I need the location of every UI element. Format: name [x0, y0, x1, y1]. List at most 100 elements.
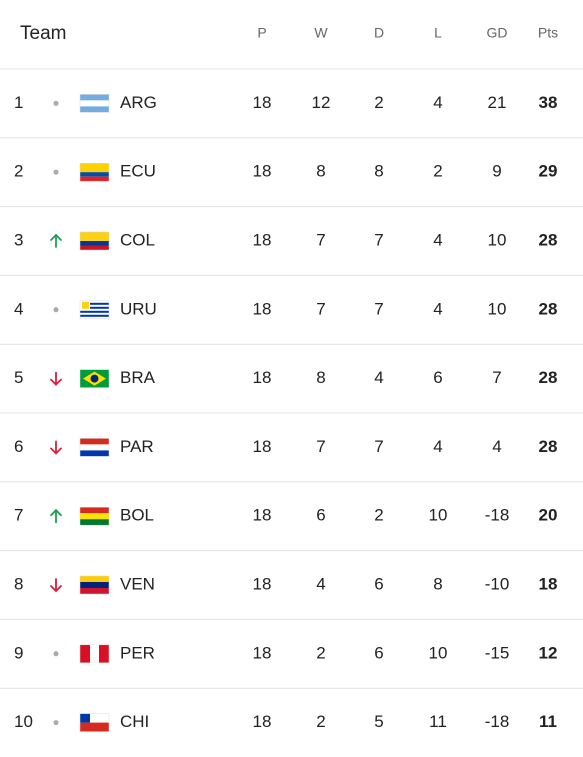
stat: 7: [374, 437, 383, 456]
stat: 11: [429, 712, 447, 731]
points: 28: [539, 368, 558, 387]
flag-border: [79, 575, 110, 595]
flag-part: [80, 241, 109, 246]
stat: 7: [316, 437, 325, 456]
flag: [79, 644, 110, 664]
flag-part: [80, 314, 109, 317]
arrow-head: [50, 508, 62, 517]
stat: 9: [492, 162, 501, 181]
flag-part: [80, 644, 90, 663]
stat: 4: [492, 437, 501, 456]
team-name: COL: [120, 230, 155, 249]
flag: [79, 369, 110, 388]
flag-border: [79, 644, 110, 664]
trend-same: [53, 651, 59, 657]
flag: [79, 713, 110, 732]
flag-part: [80, 172, 109, 177]
flag: [79, 506, 110, 526]
stat: 8: [316, 368, 325, 387]
rank: 3: [14, 230, 23, 249]
flag-part: [82, 301, 89, 309]
team-name: BOL: [120, 506, 154, 525]
flag-part: [80, 450, 109, 457]
trend-same: [53, 720, 59, 726]
flag-border: [79, 231, 110, 251]
stat: 6: [374, 574, 383, 593]
flag-part: [80, 100, 109, 107]
stat: -10: [485, 574, 510, 593]
team-header: Team: [20, 23, 66, 44]
points: 18: [539, 574, 558, 593]
rank: 2: [14, 162, 23, 181]
arrow-head: [50, 447, 62, 455]
team-name: ARG: [120, 93, 157, 112]
stat: 8: [316, 162, 325, 181]
flag-part: [90, 644, 99, 663]
flag-part: [80, 576, 109, 582]
arrow-head: [50, 233, 62, 241]
stat: 2: [374, 506, 383, 525]
trend-up: [50, 233, 62, 248]
flag-border: [79, 300, 110, 320]
flag-part: [80, 722, 109, 732]
stat: 18: [253, 574, 272, 593]
stat: 4: [316, 574, 325, 593]
stat: 10: [429, 643, 448, 662]
stat: 18: [253, 712, 272, 731]
arrow-head: [50, 378, 62, 386]
trend-down: [50, 371, 62, 386]
flag-border: [79, 162, 110, 182]
flag-part: [90, 374, 99, 383]
flag: [79, 231, 110, 251]
stat: 12: [312, 93, 331, 112]
stat: 10: [429, 506, 448, 525]
flag-part: [80, 713, 109, 723]
rank: 10: [14, 712, 33, 731]
flag-part: [80, 713, 90, 723]
team-name: ECU: [120, 162, 156, 181]
column-header: Pts: [538, 25, 558, 41]
stat: 6: [374, 643, 383, 662]
flag-part: [80, 245, 109, 250]
stat: 4: [433, 299, 442, 318]
stat: -15: [485, 643, 510, 662]
stat: 18: [253, 437, 272, 456]
team-name: VEN: [120, 574, 155, 593]
trend-same: [53, 100, 59, 106]
stat: 18: [253, 368, 272, 387]
stat: -18: [485, 506, 510, 525]
flag-part: [80, 94, 109, 101]
flag: [79, 575, 110, 595]
trend-down: [50, 440, 62, 455]
stat: 10: [488, 230, 507, 249]
flag-part: [99, 644, 109, 663]
team-name: CHI: [120, 712, 149, 731]
flag-part: [80, 582, 109, 588]
rank: 9: [14, 643, 23, 662]
flag-border: [79, 713, 110, 732]
rank: 8: [14, 574, 23, 593]
stat: 6: [316, 506, 325, 525]
stat: 18: [253, 506, 272, 525]
arrow-head: [50, 585, 62, 593]
column-header: D: [374, 25, 384, 41]
stat: 21: [488, 93, 507, 112]
flag-part: [80, 507, 109, 514]
points: 28: [539, 299, 558, 318]
flag-part: [90, 302, 109, 305]
points: 28: [539, 437, 558, 456]
flag-part: [90, 306, 109, 309]
stat: 7: [316, 299, 325, 318]
flag-part: [80, 176, 109, 182]
stat: 18: [253, 93, 272, 112]
stat: 4: [433, 230, 442, 249]
points: 38: [539, 93, 558, 112]
stat: 2: [374, 93, 383, 112]
rank: 4: [14, 299, 23, 318]
team-name: PAR: [120, 437, 154, 456]
stat: 10: [488, 299, 507, 318]
flag-border: [79, 369, 110, 388]
stat: 2: [316, 712, 325, 731]
flag-part: [80, 513, 109, 520]
